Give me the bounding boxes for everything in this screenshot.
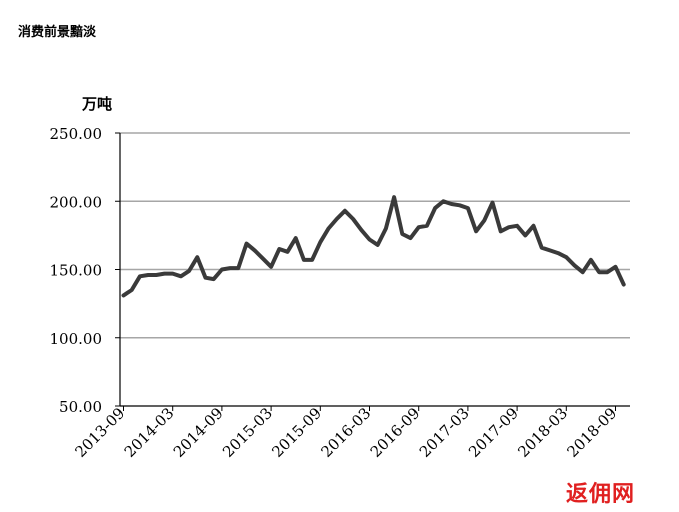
- x-tick-label: 2018-03: [514, 404, 571, 461]
- y-tick-label: 250.00: [50, 125, 103, 143]
- x-tick-label: 2015-09: [268, 404, 325, 461]
- x-tick-label: 2015-03: [219, 404, 276, 461]
- y-tick-label: 50.00: [59, 398, 102, 416]
- x-tick-label: 2014-09: [170, 404, 227, 461]
- x-tick-label: 2017-09: [465, 404, 522, 461]
- x-tick-label: 2018-09: [564, 404, 621, 461]
- x-tick-label: 2017-03: [416, 404, 473, 461]
- watermark-text: 返佣网: [566, 482, 636, 507]
- y-tick-label: 200.00: [50, 193, 103, 211]
- x-tick-label: 2014-03: [121, 404, 178, 461]
- y-tick-label: 150.00: [50, 262, 103, 280]
- series-line: [121, 195, 626, 298]
- x-tick-label: 2016-09: [367, 404, 424, 461]
- page-title: 消费前景黯淡: [18, 25, 97, 40]
- y-axis-label: 万吨: [81, 95, 112, 113]
- y-tick-label: 100.00: [50, 330, 103, 348]
- x-tick-label: 2016-03: [318, 404, 375, 461]
